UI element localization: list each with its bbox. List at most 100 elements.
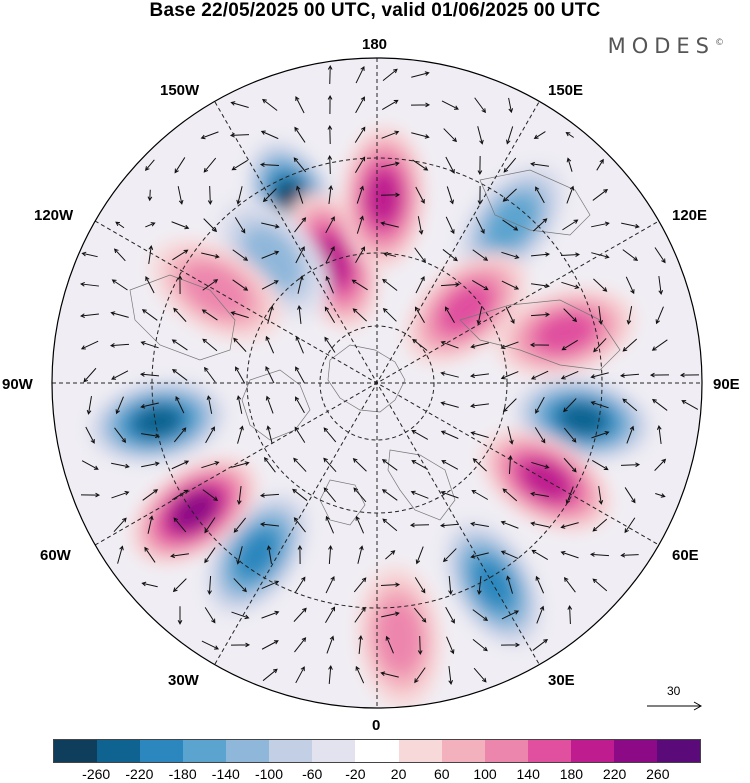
wind-vector (563, 398, 577, 413)
wind-vector (530, 161, 549, 167)
wind-vector (80, 492, 101, 498)
wind-vector (323, 457, 337, 472)
wind-vector (204, 366, 216, 383)
wind-vector (475, 216, 485, 235)
wind-vector (171, 339, 188, 351)
anomaly-contour (486, 196, 536, 250)
wind-vector (201, 640, 220, 650)
wind-vector (500, 550, 519, 560)
wind-vector (203, 218, 218, 233)
wind-vector (295, 185, 304, 204)
wind-vector (356, 215, 364, 234)
wind-vector (500, 341, 519, 350)
wind-vector (656, 425, 662, 444)
wind-vector (380, 671, 399, 678)
wind-vector (414, 667, 426, 684)
wind-vector (624, 517, 636, 534)
wind-vector (382, 518, 398, 532)
wind-vector (265, 395, 274, 414)
wind-vector (381, 611, 400, 618)
wind-vector (177, 606, 183, 625)
wind-vector (261, 280, 279, 290)
wind-vector (142, 489, 159, 501)
wind-vector (655, 493, 666, 498)
reference-vector-arrow (647, 701, 703, 711)
wind-vector (536, 605, 545, 624)
lon-label-90e: 90E (713, 376, 740, 393)
colorbar-swatch (312, 740, 356, 762)
wind-vector (201, 252, 220, 259)
colorbar-tick-labels: -260 -220 -180 -140 -100 -60 -20 20 60 100 140 180 2… (53, 766, 701, 783)
wind-vector (439, 523, 460, 528)
colorbar-tick-label: 220 (602, 766, 627, 782)
colorbar-tick-label: 260 (646, 766, 670, 782)
wind-vector (624, 487, 636, 504)
wind-vector (655, 306, 664, 325)
wind-vector (202, 338, 218, 352)
wind-vector (591, 460, 609, 471)
wind-vector (265, 365, 275, 384)
wind-vector (83, 367, 97, 383)
wind-vector (355, 665, 365, 684)
wind-vector (502, 188, 517, 202)
wind-vector (353, 487, 367, 503)
wind-vector (591, 221, 610, 228)
lon-label-60e: 60E (672, 547, 699, 564)
colorbar-tick-label: -60 (302, 766, 323, 782)
anomaly-contour (366, 170, 401, 225)
wind-vector (297, 305, 302, 325)
wind-vector (415, 546, 424, 565)
wind-vector (141, 461, 160, 468)
wind-vector (622, 338, 638, 352)
wind-vector (507, 426, 514, 445)
wind-vector (477, 575, 482, 595)
wind-vector (532, 638, 549, 651)
wind-vector (440, 490, 459, 499)
colorbar-swatch (226, 740, 270, 762)
wind-vector (381, 459, 398, 471)
wind-vector (204, 607, 216, 624)
wind-vector (409, 522, 430, 528)
wind-vector (261, 222, 280, 229)
wind-vector (201, 309, 218, 321)
map-boundary (51, 57, 703, 709)
wind-vector (382, 68, 398, 82)
wind-vector (440, 430, 459, 440)
wind-vector (352, 308, 367, 322)
wind-vector (174, 157, 186, 174)
wind-vector (382, 307, 397, 322)
wind-vector (232, 249, 249, 261)
wind-vector (592, 578, 608, 592)
wind-vector (471, 489, 489, 500)
wind-vector (266, 545, 272, 564)
wind-vector (440, 340, 459, 349)
wind-vector (147, 189, 153, 202)
wind-vector (563, 576, 576, 593)
wind-vector (170, 553, 189, 559)
wind-vector (535, 575, 545, 594)
wind-vector (470, 403, 489, 409)
wind-vector (86, 396, 92, 415)
wind-vector (80, 313, 99, 319)
wind-vector (598, 306, 604, 325)
wind-vector (114, 427, 127, 443)
wind-vector (530, 370, 549, 380)
wind-vector (326, 635, 335, 654)
wind-vector (444, 306, 455, 324)
wind-vectors (80, 64, 700, 685)
wind-vector (231, 461, 250, 468)
wind-vector (567, 604, 573, 625)
wind-vector (171, 221, 190, 230)
wind-vector (501, 251, 520, 259)
colorbar-swatch (570, 740, 614, 762)
wind-vector (263, 456, 276, 473)
wind-vector (260, 522, 280, 527)
wind-vector (355, 246, 365, 264)
wind-vector (294, 217, 307, 233)
wind-vector (417, 635, 423, 656)
wind-vector (113, 248, 126, 262)
wind-vector (117, 545, 124, 564)
anomaly-contour (172, 491, 217, 530)
wind-vector (506, 126, 514, 145)
wind-vector (440, 371, 459, 378)
